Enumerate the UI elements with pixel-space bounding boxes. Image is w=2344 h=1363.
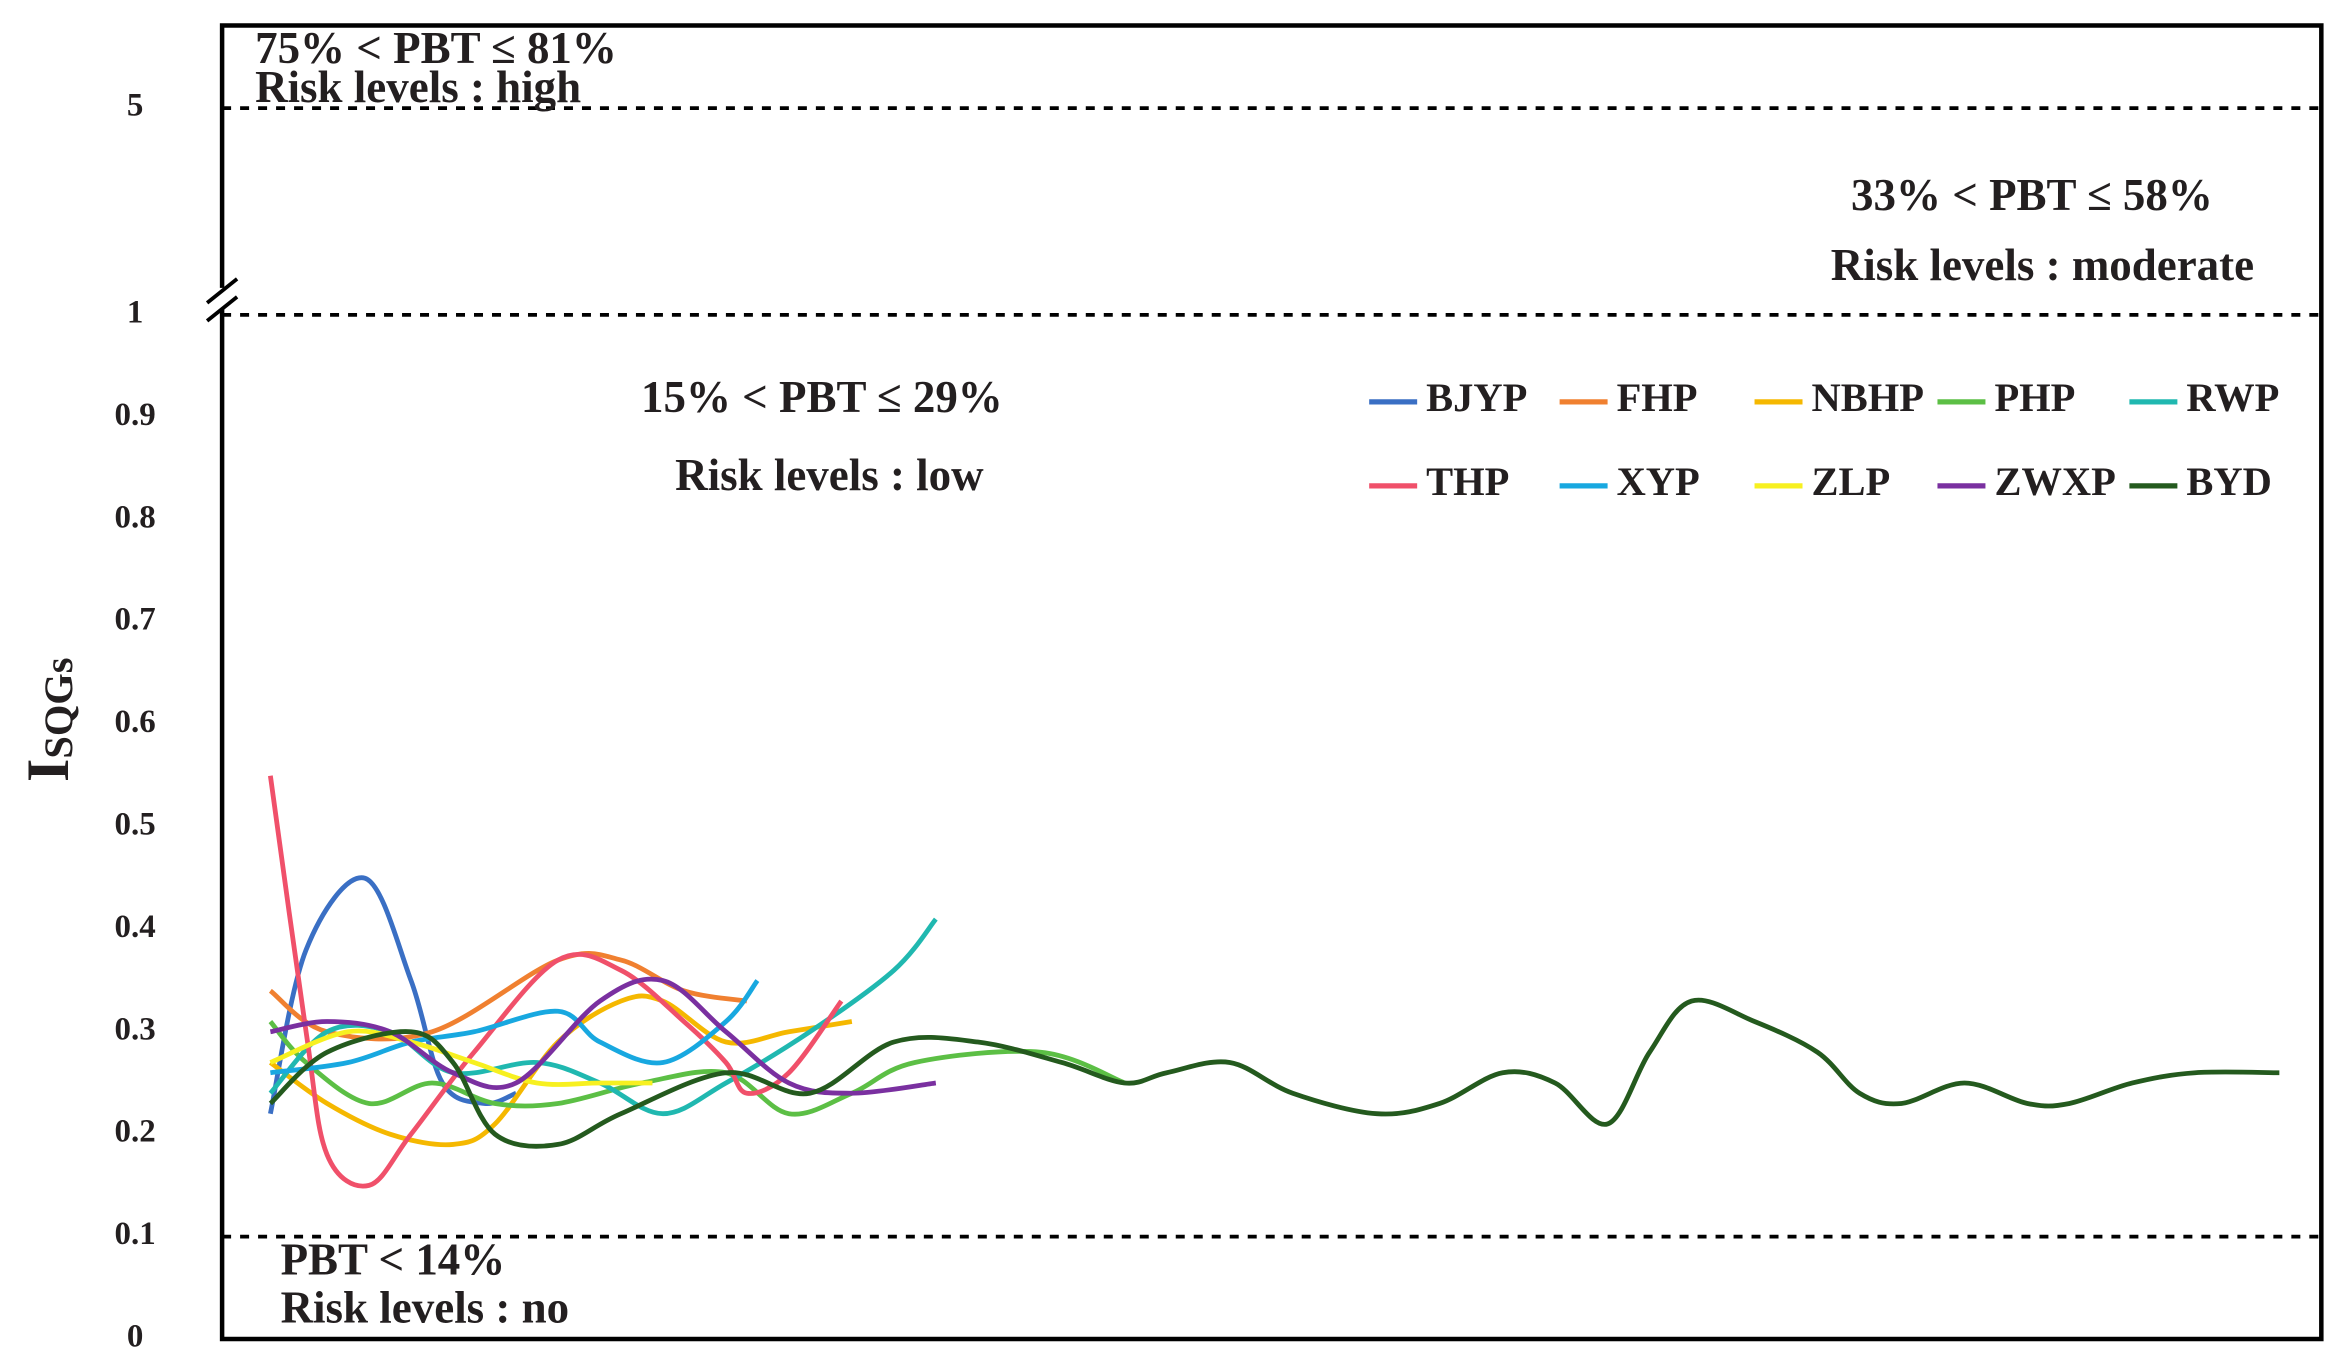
y-tick-label: 0.2: [115, 1114, 156, 1150]
axis-break-gap: [216, 287, 229, 309]
series-line: [269, 976, 937, 1096]
y-tick-label: 0.8: [115, 499, 156, 535]
y-axis-label-sub: SQGs: [36, 657, 81, 758]
y-tick-label: 0.9: [115, 397, 156, 433]
y-tick-label: 0.5: [115, 807, 156, 843]
y-axis-label-main: I: [15, 759, 81, 782]
legend-label: PHP: [1994, 375, 2075, 420]
series-line: [268, 997, 2280, 1149]
y-tick-label: 0.6: [115, 704, 156, 740]
y-tick-label: 0.7: [115, 602, 156, 638]
annotation: 75% < PBT ≤ 81%: [255, 23, 617, 73]
y-tick-label: 0: [127, 1319, 143, 1355]
legend-label: BYD: [2186, 459, 2271, 504]
legend-label: XYP: [1617, 459, 1700, 504]
legend-label: ZWXP: [1994, 459, 2115, 504]
legend-label: THP: [1426, 459, 1509, 504]
plot-frame: [219, 23, 2324, 1342]
series-line: [268, 875, 517, 1115]
series-line: [268, 993, 853, 1148]
legend-label: ZLP: [1812, 459, 1891, 504]
series-line: [269, 1028, 653, 1087]
legend-label: RWP: [2186, 375, 2279, 420]
legend-label: BJYP: [1426, 375, 1527, 420]
axis-break-mark: [205, 277, 239, 305]
annotation: 15% < PBT ≤ 29%: [641, 372, 1003, 422]
annotation: PBT < 14%: [281, 1234, 506, 1284]
y-axis-label: ISQGs: [15, 657, 82, 782]
annotation: 33% < PBT ≤ 58%: [1851, 170, 2213, 220]
annotation: Risk levels : high: [255, 62, 581, 112]
legend-label: FHP: [1617, 375, 1698, 420]
y-tick-label: 5: [127, 88, 143, 124]
series-line: [268, 1019, 1126, 1117]
annotation: Risk levels : moderate: [1831, 240, 2254, 290]
y-tick-label: 0.1: [115, 1216, 156, 1252]
y-tick-label: 1: [127, 294, 143, 330]
y-tick-label: 0.4: [115, 909, 156, 945]
series-line: [270, 979, 760, 1076]
annotation: Risk levels : low: [675, 450, 984, 500]
annotation: Risk levels : no: [281, 1282, 570, 1332]
legend-label: NBHP: [1812, 375, 1924, 420]
axis-break-mark: [205, 295, 239, 323]
y-tick-label: 0.3: [115, 1011, 156, 1047]
series-line: [268, 775, 844, 1189]
